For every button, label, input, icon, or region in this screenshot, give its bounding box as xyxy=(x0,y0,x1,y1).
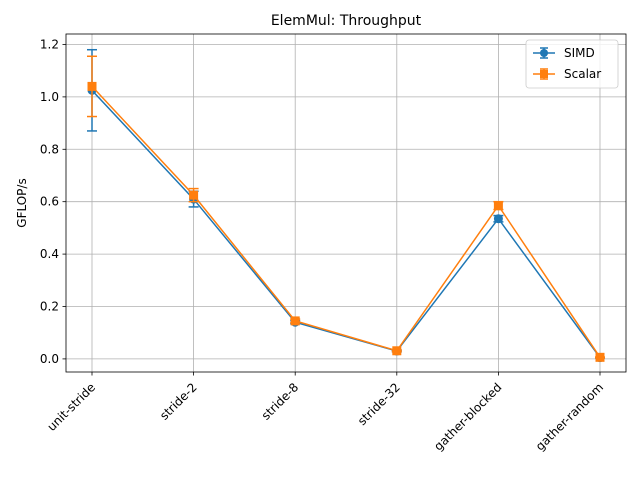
legend-label: Scalar xyxy=(564,67,601,81)
legend-label: SIMD xyxy=(564,46,595,60)
data-point xyxy=(493,214,503,224)
y-axis-label: GFLOP/s xyxy=(15,178,29,227)
data-point xyxy=(189,190,199,200)
data-point xyxy=(493,201,503,211)
series-layer xyxy=(87,48,605,363)
plot-frame xyxy=(65,33,627,373)
chart-title: ElemMul: Throughput xyxy=(271,13,422,29)
data-point xyxy=(87,81,97,91)
grid xyxy=(66,34,626,372)
legend-frame xyxy=(525,39,619,89)
series-line xyxy=(91,89,601,359)
legend: SIMD Scalar xyxy=(525,39,619,89)
series-line xyxy=(91,85,601,358)
y-tick-label: 0.0 xyxy=(40,352,59,366)
data-point xyxy=(290,316,300,326)
legend-marker xyxy=(540,49,548,57)
y-tick-label: 1.0 xyxy=(40,90,59,104)
y-tick-label: 0.4 xyxy=(40,247,59,261)
y-tick-label: 1.2 xyxy=(40,37,59,51)
y-tick-label: 0.8 xyxy=(40,142,59,156)
series-scalar xyxy=(87,55,605,362)
legend-marker xyxy=(540,70,548,78)
y-tick-label: 0.6 xyxy=(40,195,59,209)
data-point xyxy=(392,346,402,356)
data-point xyxy=(595,352,605,362)
y-tick-label: 0.2 xyxy=(40,299,59,313)
